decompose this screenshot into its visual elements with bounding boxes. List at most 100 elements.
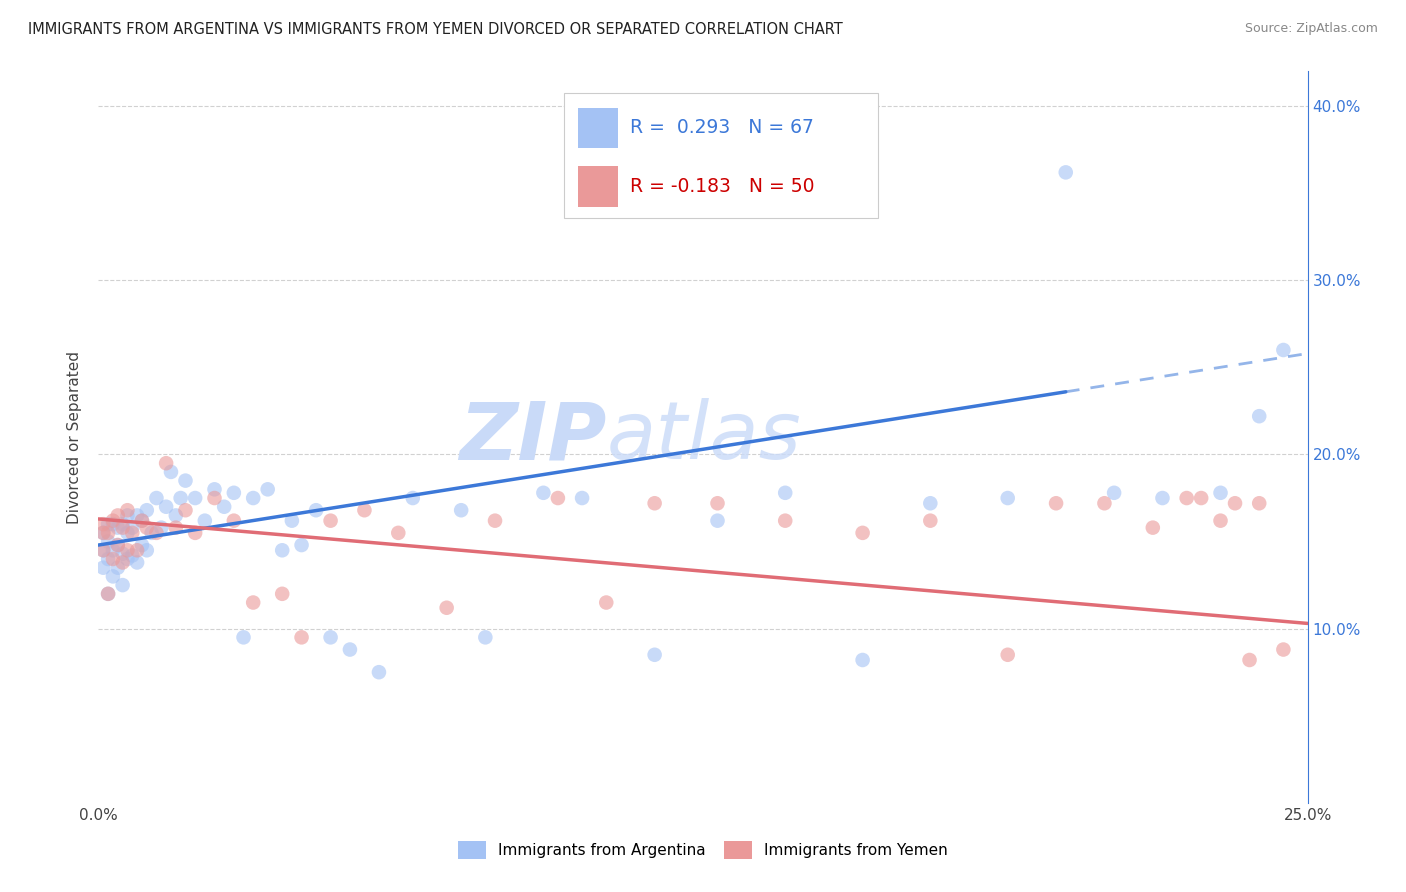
- Point: [111, 556, 134, 570]
- Point: [101, 517, 124, 532]
- Point: [547, 491, 569, 505]
- Point: [160, 465, 183, 479]
- Point: [402, 491, 425, 505]
- Point: [281, 514, 304, 528]
- Point: [271, 587, 294, 601]
- Point: [1045, 496, 1067, 510]
- Point: [1209, 485, 1232, 500]
- Point: [141, 525, 163, 540]
- Point: [91, 525, 114, 540]
- Point: [1189, 491, 1212, 505]
- Point: [155, 456, 177, 470]
- Point: [174, 474, 197, 488]
- Point: [1175, 491, 1198, 505]
- Point: [256, 483, 278, 497]
- Point: [174, 503, 197, 517]
- Point: [212, 500, 235, 514]
- Point: [436, 600, 458, 615]
- Point: [644, 648, 666, 662]
- Point: [1054, 165, 1077, 179]
- FancyBboxPatch shape: [578, 108, 619, 148]
- Text: R = -0.183   N = 50: R = -0.183 N = 50: [630, 178, 815, 196]
- Text: Source: ZipAtlas.com: Source: ZipAtlas.com: [1244, 22, 1378, 36]
- Point: [184, 525, 207, 540]
- Point: [706, 496, 728, 510]
- Point: [571, 491, 593, 505]
- Point: [97, 525, 120, 540]
- Point: [127, 543, 149, 558]
- Point: [339, 642, 361, 657]
- Point: [165, 521, 187, 535]
- Point: [852, 653, 875, 667]
- Point: [91, 525, 114, 540]
- Point: [1102, 485, 1125, 500]
- Point: [97, 587, 120, 601]
- Point: [117, 525, 139, 540]
- Point: [204, 483, 226, 497]
- Point: [121, 549, 143, 563]
- Point: [169, 491, 191, 505]
- Point: [319, 514, 342, 528]
- Point: [232, 631, 254, 645]
- Point: [1272, 343, 1295, 357]
- Point: [117, 543, 139, 558]
- Point: [474, 631, 496, 645]
- Point: [1209, 514, 1232, 528]
- Point: [644, 496, 666, 510]
- Point: [111, 578, 134, 592]
- Point: [107, 560, 129, 574]
- FancyBboxPatch shape: [564, 94, 879, 218]
- Point: [127, 556, 149, 570]
- Text: R =  0.293   N = 67: R = 0.293 N = 67: [630, 118, 814, 137]
- Point: [290, 538, 312, 552]
- Point: [121, 525, 143, 540]
- Point: [111, 547, 134, 561]
- Point: [852, 525, 875, 540]
- Point: [101, 514, 124, 528]
- Point: [997, 648, 1019, 662]
- Point: [1272, 642, 1295, 657]
- Point: [194, 514, 217, 528]
- Point: [111, 517, 134, 532]
- Point: [1249, 496, 1271, 510]
- Point: [101, 569, 124, 583]
- Point: [145, 491, 167, 505]
- Point: [184, 491, 207, 505]
- Point: [101, 543, 124, 558]
- Point: [531, 485, 554, 500]
- Point: [91, 517, 114, 532]
- Point: [165, 508, 187, 523]
- Point: [131, 514, 153, 528]
- Point: [127, 508, 149, 523]
- Point: [997, 491, 1019, 505]
- Point: [145, 525, 167, 540]
- Point: [101, 552, 124, 566]
- Point: [97, 534, 120, 549]
- Legend: Immigrants from Argentina, Immigrants from Yemen: Immigrants from Argentina, Immigrants fr…: [453, 835, 953, 864]
- Y-axis label: Divorced or Separated: Divorced or Separated: [67, 351, 83, 524]
- Point: [91, 543, 114, 558]
- Point: [107, 508, 129, 523]
- Point: [117, 508, 139, 523]
- Point: [107, 521, 129, 535]
- Point: [1152, 491, 1174, 505]
- Point: [131, 514, 153, 528]
- Point: [1249, 409, 1271, 424]
- Point: [107, 538, 129, 552]
- Point: [91, 543, 114, 558]
- Point: [155, 500, 177, 514]
- Point: [222, 514, 245, 528]
- Point: [484, 514, 506, 528]
- Point: [91, 560, 114, 574]
- Point: [121, 521, 143, 535]
- Text: atlas: atlas: [606, 398, 801, 476]
- Point: [1142, 521, 1164, 535]
- FancyBboxPatch shape: [578, 167, 619, 207]
- Point: [706, 514, 728, 528]
- Text: ZIP: ZIP: [458, 398, 606, 476]
- Point: [387, 525, 409, 540]
- Point: [450, 503, 472, 517]
- Point: [117, 503, 139, 517]
- Point: [111, 521, 134, 535]
- Point: [920, 514, 942, 528]
